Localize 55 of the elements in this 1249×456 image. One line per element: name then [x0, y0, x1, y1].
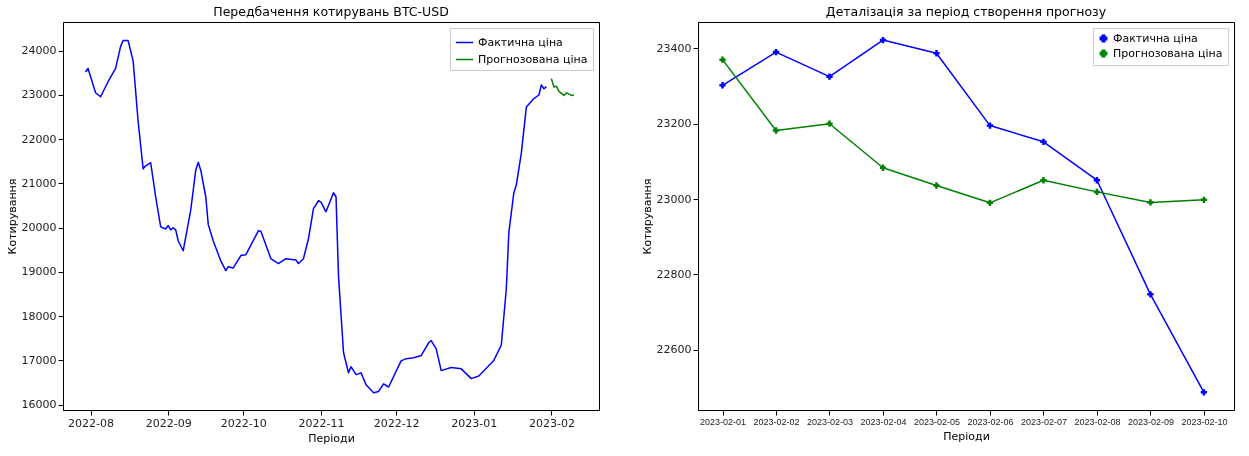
x-tick-label: 2022-09: [145, 416, 192, 430]
x-tick-label: 2023-02: [528, 416, 575, 430]
x-tick-label: 2023-01: [451, 416, 498, 430]
point: [933, 182, 940, 189]
point: [986, 122, 994, 129]
chart-title: Передбачення котирувань BTC-USD: [213, 3, 449, 19]
point: [1040, 138, 1047, 145]
legend-label: Прогнозована ціна: [478, 52, 588, 66]
y-tick-label: 22800: [656, 267, 692, 281]
point: [1200, 389, 1208, 396]
point: [826, 120, 833, 127]
x-axis-title: Періоди: [308, 431, 355, 445]
point: [772, 127, 780, 134]
x-tick-label: 2023-02-01: [699, 416, 747, 427]
y-tick-label: 23400: [656, 41, 692, 55]
y-tick-label: 23000: [21, 88, 57, 102]
y-tick-label: 22600: [656, 343, 692, 357]
x-tick-label: 2023-02-02: [753, 416, 800, 427]
point: [719, 56, 726, 63]
y-tick-label: 21000: [21, 176, 57, 190]
x-tick-label: 2023-02-09: [1127, 416, 1174, 427]
y-tick-label: 17000: [21, 353, 57, 367]
x-tick-label: 2023-02-03: [806, 416, 854, 427]
y-tick-label: 16000: [21, 398, 57, 412]
y-tick-label: 22000: [21, 132, 57, 146]
point: [826, 73, 833, 80]
y-tick-label: 24000: [21, 44, 57, 58]
point: [933, 50, 940, 57]
y-tick-label: 23200: [656, 117, 692, 131]
x-tick-label: 2023-02-06: [967, 416, 1014, 427]
point: [719, 82, 726, 89]
chart-title: Деталізація за період створення прогнозу: [825, 3, 1107, 19]
x-tick-label: 2022-10: [220, 416, 267, 430]
y-tick-label: 18000: [21, 309, 57, 323]
x-tick-label: 2023-02-08: [1074, 416, 1121, 427]
legend-label: Прогнозована ціна: [1113, 46, 1223, 60]
legend-label: Фактична ціна: [1113, 31, 1198, 45]
y-tick-label: 23000: [656, 192, 692, 206]
point: [1040, 177, 1047, 184]
x-tick-label: 2023-02-10: [1181, 416, 1228, 427]
point: [1147, 291, 1154, 298]
x-tick-label: 2023-02-07: [1020, 416, 1067, 427]
y-axis-title: Котирування: [5, 178, 19, 255]
legend-label: Фактична ціна: [478, 35, 563, 49]
y-tick-label: 20000: [21, 221, 57, 235]
y-axis-title: Котирування: [640, 178, 654, 255]
line-series: [550, 77, 575, 97]
point: [1147, 199, 1154, 206]
x-axis-title: Періоди: [943, 429, 990, 443]
x-tick-label: 2023-02-05: [913, 416, 960, 427]
x-tick-label: 2022-12: [373, 416, 420, 430]
x-tick-label: 2022-11: [298, 416, 345, 430]
y-tick-label: 19000: [21, 265, 57, 279]
x-tick-label: 2023-02-04: [860, 416, 907, 427]
x-tick-label: 2022-08: [68, 416, 115, 430]
